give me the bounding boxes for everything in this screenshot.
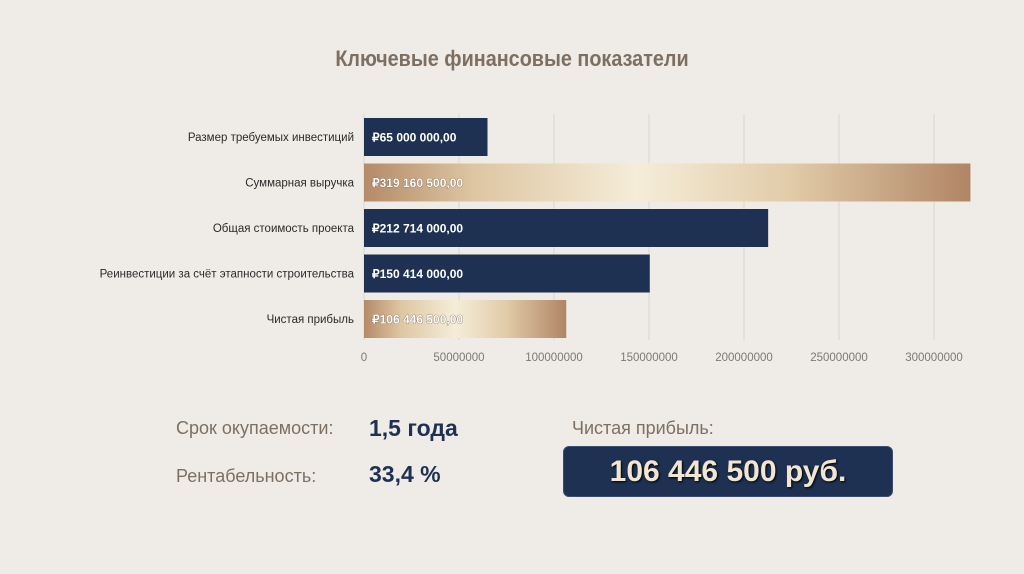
x-tick-label: 250000000 (810, 352, 868, 364)
category-label: Реинвестиции за счёт этапности строитель… (100, 269, 355, 281)
bar-chart: 0 50000000 100000000 150000000 200000000 2500… (100, 114, 971, 364)
x-tick-label: 50000000 (433, 352, 484, 364)
net-profit-label: Чистая прибыль: (572, 418, 714, 438)
x-tick-label: 0 (361, 352, 367, 364)
data-label: ₽150 414 000,00 (372, 267, 463, 281)
x-tick-label: 150000000 (620, 352, 678, 364)
data-label: ₽319 160 500,00 (372, 176, 463, 190)
category-label: Суммарная выручка (245, 178, 354, 190)
bar (364, 163, 971, 202)
category-label: Чистая прибыль (267, 314, 354, 326)
x-tick-label: 200000000 (715, 352, 773, 364)
payback-value: 1,5 года (369, 415, 458, 441)
category-label: Размер требуемых инвестиций (188, 132, 354, 144)
page-title: Ключевые финансовые показатели (335, 46, 689, 71)
data-label: ₽65 000 000,00 (372, 131, 457, 145)
payback-label: Срок окупаемости: (176, 418, 334, 438)
data-label: ₽212 714 000,00 (372, 222, 463, 236)
net-profit-value: 106 446 500 руб. (609, 454, 847, 488)
category-label: Общая стоимость проекта (213, 223, 355, 235)
bar (364, 300, 567, 338)
bar (364, 209, 769, 247)
profitability-label: Рентабельность: (176, 466, 317, 486)
x-tick-label: 300000000 (905, 352, 963, 364)
bar (364, 254, 650, 293)
bar (364, 118, 488, 156)
x-tick-label: 100000000 (525, 352, 583, 364)
net-profit-box: 106 446 500 руб. (563, 446, 893, 497)
data-label: ₽106 446 500,00 (372, 313, 463, 327)
profitability-value: 33,4 % (369, 461, 441, 487)
